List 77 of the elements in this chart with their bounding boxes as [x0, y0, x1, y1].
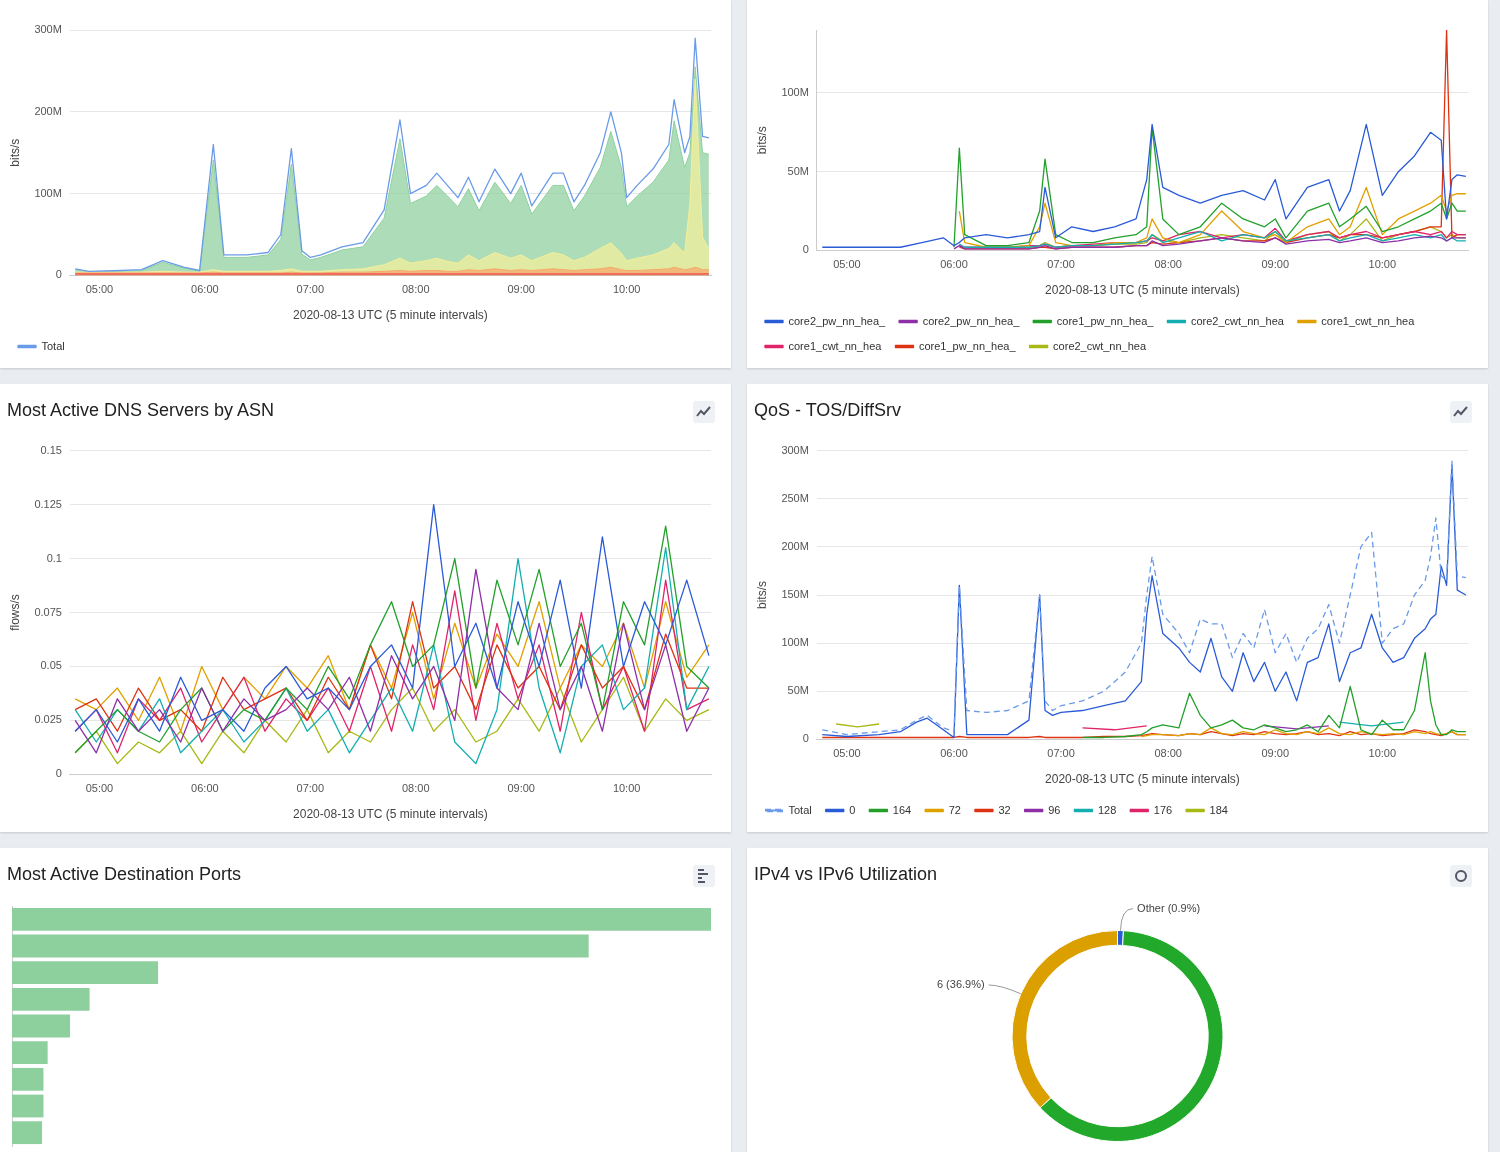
x-axis-title: 2020-08-13 UTC (5 minute intervals) [293, 807, 488, 822]
legend-label: core1_cwt_nn_hea [1321, 314, 1416, 327]
legend-label: Total [41, 339, 65, 352]
y-tick-label: 0.1 [46, 551, 62, 564]
chart-title: IPv4 vs IPv6 Utilization [754, 864, 938, 885]
x-tick-label: 10:00 [612, 283, 641, 296]
legend-label: Total [788, 803, 812, 816]
x-tick-label: 10:00 [1368, 747, 1397, 760]
y-tick-label: 0.15 [40, 443, 62, 456]
chart-title: QoS - TOS/DiffSrv [754, 400, 902, 421]
legend-label: 128 [1097, 803, 1117, 816]
y-tick-label: 0.125 [34, 497, 62, 510]
y-tick-label: 100M [781, 86, 809, 98]
y-tick-label: 200M [34, 104, 62, 117]
y-tick-label: 100M [781, 636, 809, 649]
y-tick-label: 200M [781, 539, 809, 552]
y-tick-label: 250M [781, 491, 809, 504]
x-tick-label: 07:00 [1047, 747, 1075, 760]
y-tick-label: 0.05 [40, 659, 62, 672]
x-tick-label: 05:00 [833, 258, 861, 271]
y-tick-label: 0 [802, 732, 809, 745]
x-tick-label: 07:00 [296, 283, 325, 296]
legend-label: core1_pw_nn_hea_ [918, 339, 1017, 352]
x-tick-label: 10:00 [1368, 258, 1397, 271]
y-tick-label: 50M [787, 684, 809, 697]
x-axis-title: 2020-08-13 UTC (5 minute intervals) [1045, 283, 1240, 298]
y-tick-label: 0 [802, 243, 809, 256]
legend-label: core2_pw_nn_hea_ [922, 314, 1021, 327]
x-tick-label: 09:00 [507, 782, 535, 795]
x-tick-label: 05:00 [85, 283, 114, 296]
legend-label: core2_pw_nn_hea_ [788, 314, 887, 327]
y-tick-label: 0 [55, 767, 62, 780]
slice-label: 6 (36.9%) [936, 978, 985, 991]
y-axis-title: flows/s [7, 594, 22, 631]
x-tick-label: 08:00 [1154, 258, 1182, 271]
y-axis-title: bits/s [754, 126, 769, 155]
x-tick-label: 08:00 [402, 782, 430, 795]
y-tick-label: 150M [781, 588, 809, 601]
y-tick-label: 100M [34, 186, 62, 199]
x-tick-label: 05:00 [833, 747, 861, 760]
x-tick-label: 09:00 [1261, 747, 1290, 760]
x-tick-label: 06:00 [940, 258, 968, 271]
legend-label: 164 [892, 803, 912, 816]
x-tick-label: 06:00 [191, 283, 219, 296]
y-tick-label: 0.075 [34, 605, 62, 618]
x-tick-label: 06:00 [191, 782, 219, 795]
x-tick-label: 08:00 [402, 283, 430, 296]
x-tick-label: 07:00 [1047, 258, 1075, 271]
x-tick-label: 09:00 [507, 283, 535, 296]
legend-label: 184 [1209, 803, 1228, 816]
x-tick-label: 07:00 [296, 782, 325, 795]
x-tick-label: 09:00 [1261, 258, 1290, 271]
legend-label: 32 [998, 803, 1011, 816]
x-tick-label: 08:00 [1154, 747, 1182, 760]
legend-label: core1_cwt_nn_hea [788, 339, 883, 352]
x-tick-label: 05:00 [85, 782, 114, 795]
legend-label: core2_cwt_nn_hea [1190, 314, 1285, 327]
chart-title: Most Active DNS Servers by ASN [7, 400, 275, 421]
y-axis-title: bits/s [7, 138, 22, 167]
y-tick-label: 0 [55, 268, 62, 281]
x-axis-title: 2020-08-13 UTC (5 minute intervals) [1045, 772, 1240, 787]
legend-label: 176 [1153, 803, 1173, 816]
legend-label: 0 [849, 803, 856, 816]
legend-label: core1_pw_nn_hea_ [1056, 314, 1155, 327]
x-axis-title: 2020-08-13 UTC (5 minute intervals) [293, 308, 488, 323]
y-axis-title: bits/s [754, 580, 769, 610]
slice-label: Other (0.9%) [1137, 901, 1201, 914]
y-tick-label: 300M [34, 23, 62, 36]
x-tick-label: 06:00 [940, 747, 968, 760]
chart-title: Most Active Destination Ports [7, 864, 242, 885]
legend-label: 72 [948, 803, 961, 816]
legend-label: 96 [1048, 803, 1061, 816]
y-tick-label: 50M [787, 164, 809, 177]
y-tick-label: 300M [781, 443, 809, 456]
x-tick-label: 10:00 [612, 782, 641, 795]
legend-label: core2_cwt_nn_hea [1053, 339, 1147, 352]
y-tick-label: 0.025 [34, 713, 62, 726]
